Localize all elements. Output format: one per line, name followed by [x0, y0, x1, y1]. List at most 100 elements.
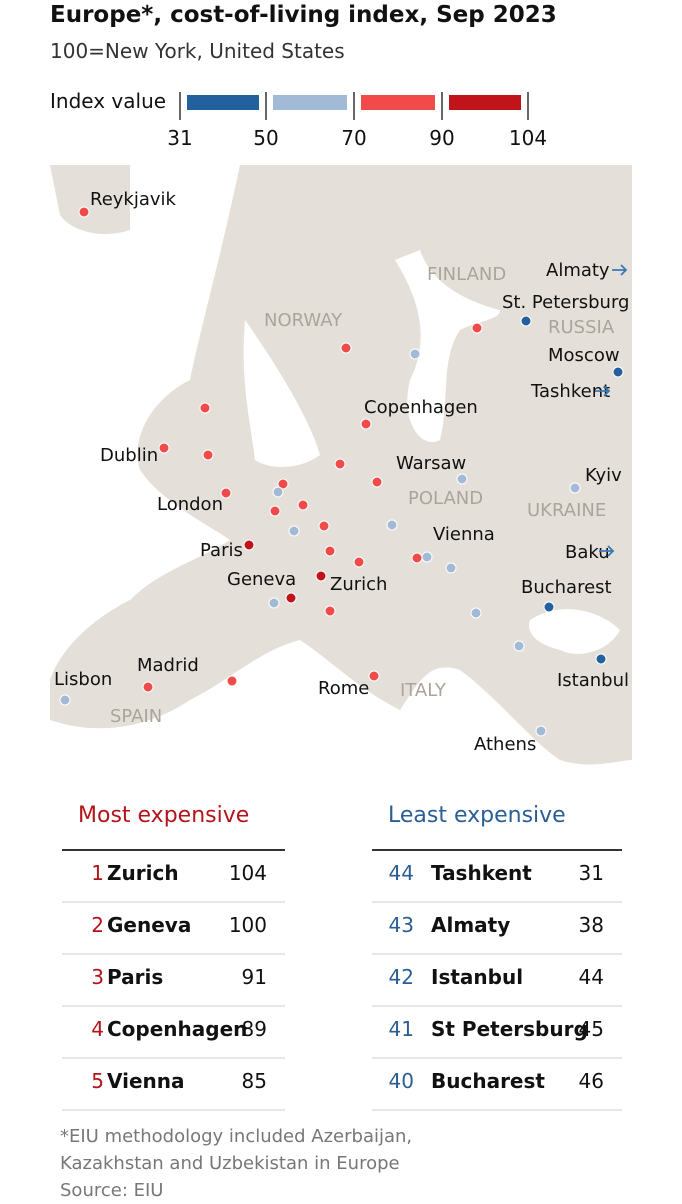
- city-dot: [318, 520, 330, 532]
- city: Bucharest: [431, 1069, 545, 1093]
- city-dot: [315, 570, 327, 582]
- legend-tick-label: 70: [341, 126, 366, 150]
- rank: 3: [91, 965, 104, 989]
- legend-label: Index value: [50, 89, 166, 113]
- city-dot: [445, 562, 457, 574]
- legend-swatch: [273, 95, 347, 110]
- country-label: ITALY: [400, 680, 447, 701]
- legend-swatch: [361, 95, 435, 110]
- city: Copenhagen: [107, 1017, 247, 1041]
- city-dot: [226, 675, 238, 687]
- city-label: London: [157, 494, 223, 515]
- city-dot: [220, 487, 232, 499]
- city-dot: [158, 442, 170, 454]
- rank: 5: [91, 1069, 104, 1093]
- city-dot: [411, 552, 423, 564]
- title: Europe*, cost-of-living index, Sep 2023: [50, 2, 557, 28]
- value: 46: [579, 1069, 604, 1093]
- legend-tick-label: 31: [167, 126, 192, 150]
- city-label: Bucharest: [521, 577, 612, 598]
- tables: Most expensive 1 Zurich 104 2 Geneva 100 3 Paris…: [62, 803, 622, 1111]
- north-sea: [243, 320, 320, 467]
- offmap-arrow: [612, 264, 628, 276]
- country-label: UKRAINE: [527, 500, 606, 521]
- value: 45: [579, 1017, 604, 1041]
- rank: 41: [389, 1017, 414, 1041]
- city-dot: [353, 556, 365, 568]
- city-dot: [202, 449, 214, 461]
- city-dot: [409, 348, 421, 360]
- legend-swatch: [449, 95, 521, 110]
- city-dot: [470, 607, 482, 619]
- city-label: Baku: [565, 542, 610, 563]
- city-dot: [324, 545, 336, 557]
- value: 44: [579, 965, 604, 989]
- city-dot: [340, 342, 352, 354]
- black-sea: [529, 609, 620, 654]
- city-dot: [421, 551, 433, 563]
- value: 100: [229, 913, 267, 937]
- rank: 40: [389, 1069, 414, 1093]
- city: Tashkent: [431, 861, 532, 885]
- offmap-arrow: [595, 385, 611, 397]
- value: 31: [579, 861, 604, 885]
- city-dot: [324, 605, 336, 617]
- country-label: POLAND: [408, 488, 483, 509]
- table-title: Least expensive: [388, 803, 566, 828]
- city-label: Kyiv: [585, 465, 622, 486]
- value: 85: [242, 1069, 267, 1093]
- footnote: Kazakhstan and Uzbekistan in Europe: [60, 1153, 400, 1174]
- rank: 1: [91, 861, 104, 885]
- city-label: Dublin: [100, 445, 158, 466]
- city-label: Zurich: [330, 574, 387, 595]
- city-label: Reykjavik: [90, 189, 177, 210]
- map: [50, 165, 632, 790]
- city-dot: [272, 486, 284, 498]
- city-label: Athens: [474, 734, 536, 755]
- city: Vienna: [107, 1069, 185, 1093]
- city-dot: [368, 670, 380, 682]
- dots: [59, 206, 624, 737]
- mediterranean: [50, 640, 632, 790]
- rank: 2: [91, 913, 104, 937]
- city-label: Lisbon: [54, 669, 112, 690]
- city-dot: [520, 315, 532, 327]
- city: Geneva: [107, 913, 191, 937]
- baltic: [395, 250, 500, 442]
- city-dot: [386, 519, 398, 531]
- city-dot: [543, 601, 555, 613]
- city-label: Copenhagen: [364, 397, 478, 418]
- city-dot: [268, 597, 280, 609]
- country-label: NORWAY: [264, 310, 343, 331]
- city-label: Paris: [200, 540, 243, 561]
- city-label: Rome: [318, 678, 369, 699]
- britain: [174, 391, 233, 505]
- offmap-arrow: [599, 545, 615, 557]
- legend-tick-label: 104: [509, 126, 547, 150]
- footnote: *EIU methodology included Azerbaijan,: [60, 1126, 412, 1147]
- iceland: [50, 165, 130, 235]
- city-label: Tashkent: [530, 381, 610, 402]
- legend: 31 50 70 90 104: [167, 92, 547, 150]
- city-dot: [297, 499, 309, 511]
- source: Source: EIU: [60, 1180, 163, 1200]
- city-label: Madrid: [137, 655, 199, 676]
- city-dot: [334, 458, 346, 470]
- table-title: Most expensive: [78, 803, 249, 828]
- legend-swatch: [187, 95, 259, 110]
- city: St Petersburg: [431, 1017, 588, 1041]
- city-dot: [277, 478, 289, 490]
- city-dot: [199, 402, 211, 414]
- city: Paris: [107, 965, 163, 989]
- city-dot: [142, 681, 154, 693]
- legend-tick-label: 90: [429, 126, 454, 150]
- city-dot: [456, 473, 468, 485]
- value: 91: [242, 965, 267, 989]
- city: Istanbul: [431, 965, 523, 989]
- city-dot: [59, 694, 71, 706]
- city-dot: [569, 482, 581, 494]
- city-dot: [535, 725, 547, 737]
- map-labels: Reykjavik Almaty St. Petersburg Moscow Tashk…: [54, 189, 629, 755]
- value: 38: [579, 913, 604, 937]
